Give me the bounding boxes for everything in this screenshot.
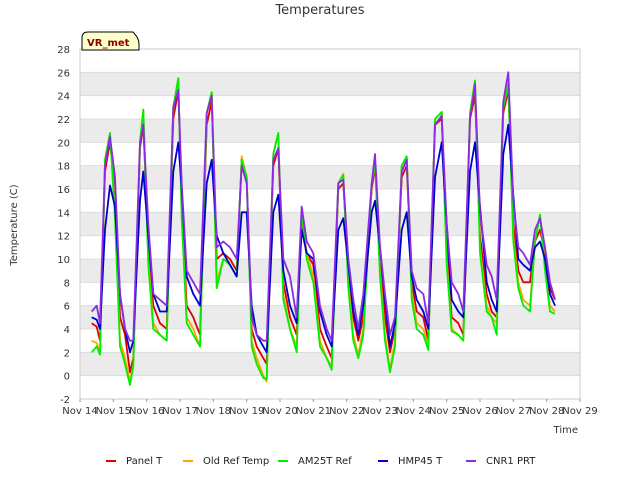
x-tick-label: Nov 26 bbox=[462, 406, 497, 417]
legend-label: CNR1 PRT bbox=[486, 456, 536, 467]
x-tick-label: Nov 23 bbox=[362, 406, 397, 417]
y-tick-label: 16 bbox=[57, 185, 70, 196]
y-tick-label: 6 bbox=[64, 302, 70, 313]
legend-label: Panel T bbox=[126, 456, 163, 467]
x-tick-label: Nov 21 bbox=[296, 406, 331, 417]
vr-met-badge: VR_met bbox=[81, 31, 140, 51]
band-16 bbox=[80, 165, 580, 189]
x-tick-label: Nov 18 bbox=[196, 406, 231, 417]
legend: Panel T Old Ref Temp AM25T Ref HMP45 T CNR1 … bbox=[106, 456, 536, 467]
y-tick-label: 26 bbox=[57, 68, 70, 79]
y-tick-label: 10 bbox=[57, 255, 70, 266]
x-tick-label: Nov 22 bbox=[329, 406, 364, 417]
x-tick-label: Nov 19 bbox=[229, 406, 264, 417]
y-tick-label: 8 bbox=[64, 278, 70, 289]
series-line-cnr1-prt bbox=[91, 71, 556, 342]
x-tick-label: Nov 15 bbox=[96, 406, 131, 417]
badge-label: VR_met bbox=[87, 38, 130, 49]
x-tick-label: Nov 25 bbox=[429, 406, 464, 417]
series-lines bbox=[91, 71, 556, 386]
y-tick-label: 0 bbox=[64, 372, 70, 383]
plot-area bbox=[79, 48, 581, 400]
band-8 bbox=[80, 259, 580, 283]
x-tick-label: Nov 24 bbox=[396, 406, 431, 417]
y-tick-label: -2 bbox=[60, 395, 70, 406]
band-12 bbox=[80, 212, 580, 236]
badge-box bbox=[81, 31, 140, 51]
y-tick-label: 12 bbox=[57, 232, 70, 243]
legend-label: Old Ref Temp bbox=[203, 456, 269, 467]
x-tick-label: Nov 29 bbox=[562, 406, 597, 417]
x-tick-label: Nov 27 bbox=[496, 406, 531, 417]
legend-label: HMP45 T bbox=[398, 456, 443, 467]
x-tick-label: Nov 17 bbox=[162, 406, 197, 417]
band-24 bbox=[80, 72, 580, 96]
y-tick-label: 24 bbox=[57, 92, 70, 103]
band-4 bbox=[80, 305, 580, 329]
x-tick-label: Nov 20 bbox=[262, 406, 297, 417]
x-tick-label: Nov 16 bbox=[129, 406, 164, 417]
legend-label: AM25T Ref bbox=[298, 456, 352, 467]
x-tick-label: Nov 14 bbox=[62, 406, 97, 417]
y-tick-label: 4 bbox=[64, 325, 70, 336]
x-axis-label: Time bbox=[553, 425, 578, 436]
y-tick-label: 14 bbox=[57, 208, 70, 219]
chart-title: Temperatures bbox=[274, 3, 364, 18]
series-line-am25t-ref bbox=[91, 77, 556, 386]
x-tick-label: Nov 28 bbox=[529, 406, 564, 417]
y-tick-label: 28 bbox=[57, 45, 70, 56]
y-axis-label: Temperature (C) bbox=[9, 184, 20, 266]
y-tick-label: 20 bbox=[57, 138, 70, 149]
y-tick-label: 18 bbox=[57, 162, 70, 173]
y-tick-label: 22 bbox=[57, 115, 70, 126]
y-tick-label: 2 bbox=[64, 348, 70, 359]
